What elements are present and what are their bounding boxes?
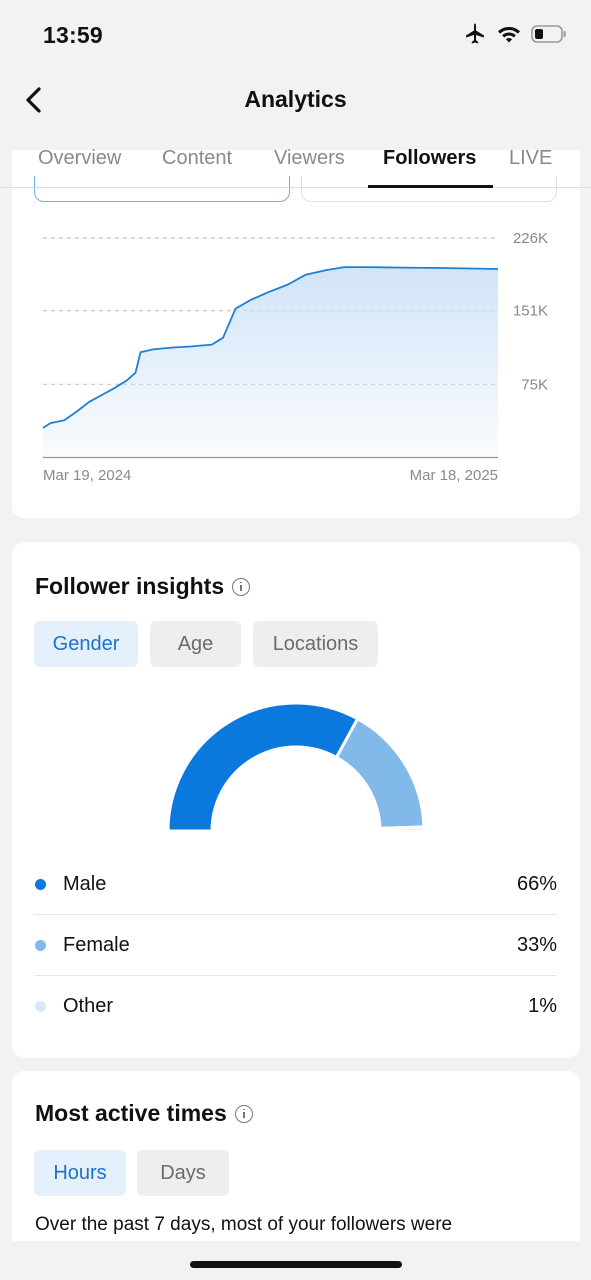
chip-days[interactable]: Days (137, 1150, 229, 1196)
legend-row-male: Male 66% (34, 854, 557, 915)
legend-dot-male (35, 878, 46, 890)
y-tick-label: 226K (513, 230, 548, 247)
x-tick-label-start: Mar 19, 2024 (43, 467, 131, 484)
legend-label-male: Male (63, 872, 107, 895)
info-icon[interactable] (232, 577, 251, 596)
follower-insights-title: Follower insights (35, 573, 225, 599)
legend-value-female: 33% (516, 933, 557, 956)
tab-content[interactable]: Content (162, 147, 233, 169)
follower-insights-card: Follower insights Gender Age Locations M… (12, 542, 580, 1058)
legend-row-female: Female 33% (34, 915, 557, 976)
y-tick-label: 75K (521, 376, 548, 393)
gender-slice-other (378, 825, 426, 833)
status-bar: 13:59 (0, 0, 591, 70)
date-range-selector-start[interactable] (34, 176, 290, 202)
gender-slice-male (166, 701, 360, 833)
follower-insights-heading: Follower insights (35, 573, 251, 600)
series-area (43, 267, 498, 457)
followers-growth-card: 226K 151K 75K Mar 19, 2024 Mar 18, 2025 (12, 150, 580, 518)
wifi-icon (497, 24, 521, 44)
home-indicator[interactable] (190, 1261, 402, 1268)
most-active-times-card: Most active times Hours Days Over the pa… (12, 1071, 580, 1241)
legend-label-female: Female (63, 933, 130, 956)
legend-value-other: 1% (528, 995, 557, 1017)
status-icons (463, 22, 567, 46)
tab-live[interactable]: LIVE (509, 147, 553, 169)
battery-icon (531, 24, 567, 44)
chip-age[interactable]: Age (150, 621, 241, 667)
gender-half-donut-chart (166, 701, 426, 833)
active-times-description: Over the past 7 days, most of your follo… (35, 1214, 453, 1235)
gender-slice-female (334, 716, 426, 830)
chip-hours[interactable]: Hours (34, 1150, 126, 1196)
x-tick-label-end: Mar 18, 2025 (410, 467, 498, 484)
tab-followers[interactable]: Followers (383, 147, 477, 169)
tab-overview[interactable]: Overview (38, 147, 122, 169)
legend-row-other: Other 1% (34, 976, 557, 1037)
nav-header: Analytics (0, 70, 591, 130)
most-active-times-heading: Most active times (35, 1100, 253, 1127)
followers-line-chart: 226K 151K 75K Mar 19, 2024 Mar 18, 2025 (42, 230, 548, 484)
most-active-times-title: Most active times (35, 1100, 227, 1126)
status-time: 13:59 (43, 22, 103, 48)
tab-viewers[interactable]: Viewers (274, 147, 345, 169)
chip-locations[interactable]: Locations (253, 621, 378, 667)
y-tick-label: 151K (513, 303, 548, 320)
back-button[interactable] (16, 82, 52, 118)
tab-bar: Overview Content Viewers Followers LIVE (0, 130, 591, 188)
chip-gender[interactable]: Gender (34, 621, 138, 667)
legend-value-male: 66% (516, 872, 557, 895)
chevron-left-icon (26, 87, 41, 113)
airplane-icon (463, 22, 487, 46)
page-title: Analytics (244, 86, 347, 112)
series-line (42, 266, 499, 429)
info-icon[interactable] (234, 1104, 253, 1123)
legend-dot-female (35, 939, 46, 951)
active-tab-indicator (368, 185, 493, 188)
legend-label-other: Other (63, 995, 114, 1017)
legend-dot-other (35, 1001, 46, 1012)
date-range-selector-end[interactable] (301, 176, 557, 202)
